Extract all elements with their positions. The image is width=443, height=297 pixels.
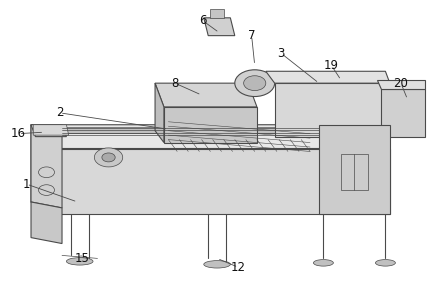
Polygon shape [31,125,44,214]
Polygon shape [210,9,224,18]
Bar [341,154,368,190]
Text: 6: 6 [199,14,206,27]
Polygon shape [319,125,390,214]
Polygon shape [377,80,425,89]
Polygon shape [44,148,390,214]
Text: 8: 8 [171,77,179,90]
Text: 19: 19 [324,59,339,72]
Text: 16: 16 [11,127,26,140]
Text: 2: 2 [56,106,63,119]
Circle shape [235,70,275,97]
Polygon shape [33,125,69,135]
Polygon shape [62,128,323,134]
Ellipse shape [204,261,230,268]
Circle shape [244,76,266,91]
Text: 15: 15 [75,252,90,265]
Text: 3: 3 [278,47,285,60]
Circle shape [94,148,123,167]
Polygon shape [155,83,164,143]
Polygon shape [31,125,390,148]
Circle shape [102,153,115,162]
Polygon shape [155,83,257,107]
Text: 12: 12 [231,261,246,274]
Ellipse shape [66,258,93,265]
Ellipse shape [314,260,333,266]
Polygon shape [381,89,425,137]
Text: 20: 20 [393,77,408,90]
Polygon shape [266,71,390,83]
Ellipse shape [376,260,395,266]
Polygon shape [204,18,235,36]
Text: 7: 7 [248,29,255,42]
Polygon shape [31,202,62,244]
Polygon shape [31,125,62,208]
Polygon shape [31,125,66,137]
Polygon shape [164,107,257,143]
Polygon shape [275,83,390,137]
Text: 1: 1 [23,178,30,191]
